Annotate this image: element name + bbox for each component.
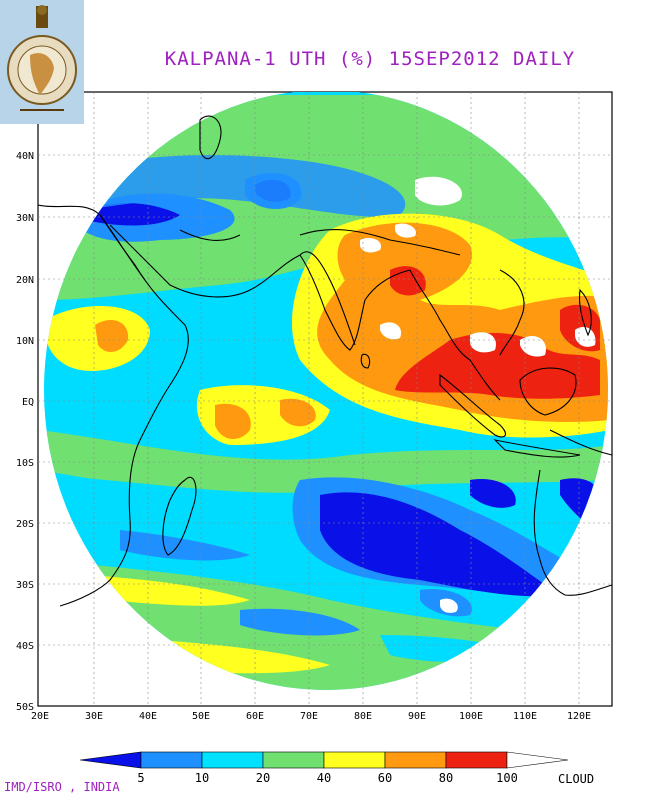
legend-tick-label: 100 — [496, 771, 518, 785]
lon-label: 30E — [85, 711, 103, 722]
lon-label: 100E — [459, 711, 483, 722]
lon-label: 70E — [300, 711, 318, 722]
legend-ticks: 5 10 20 40 60 80 100 — [137, 771, 517, 785]
lat-label: 20N — [16, 275, 34, 286]
imd-emblem-logo — [0, 0, 84, 124]
legend-swatch — [201, 751, 264, 769]
lat-label: 40N — [16, 151, 34, 162]
legend-swatch — [323, 751, 386, 769]
lat-label: 30S — [16, 580, 34, 591]
legend-tick-label: 40 — [317, 771, 331, 785]
color-legend — [79, 751, 569, 769]
lat-lon-grid — [38, 92, 612, 706]
lat-label: 10N — [16, 336, 34, 347]
lat-label: EQ — [22, 397, 34, 408]
lon-label: 110E — [513, 711, 537, 722]
lat-label: 50S — [16, 702, 34, 713]
lon-label: 80E — [354, 711, 372, 722]
legend-tick-label: 20 — [256, 771, 270, 785]
legend-arrow-low — [79, 751, 142, 769]
legend-cloud-label: CLOUD — [558, 772, 595, 786]
lat-label: 40S — [16, 641, 34, 652]
lon-label: 40E — [139, 711, 157, 722]
humidity-field — [44, 92, 608, 690]
coastlines — [37, 115, 613, 607]
lon-label: 60E — [246, 711, 264, 722]
lat-label: 10S — [16, 458, 34, 469]
lon-label: 90E — [408, 711, 426, 722]
lat-labels: 40N 30N 20N 10N EQ 10S 20S 30S 40S 50S — [16, 151, 34, 713]
legend-swatch — [140, 751, 203, 769]
legend-arrow-cloud — [506, 751, 569, 769]
legend-swatch — [262, 751, 325, 769]
lat-label: 30N — [16, 213, 34, 224]
lon-label: 50E — [192, 711, 210, 722]
legend-tick-label: 60 — [378, 771, 392, 785]
lon-labels: 20E 30E 40E 50E 60E 70E 80E 90E 100E 110… — [31, 711, 591, 722]
legend-tick-label: 5 — [137, 771, 144, 785]
page-title: KALPANA-1 UTH (%) 15SEP2012 DAILY — [164, 48, 576, 70]
lon-label: 120E — [567, 711, 591, 722]
legend-tick-label: 80 — [439, 771, 453, 785]
legend-swatch — [384, 751, 447, 769]
legend-swatch — [445, 751, 508, 769]
lon-label: 20E — [31, 711, 49, 722]
footer-credit: IMD/ISRO , INDIA — [4, 780, 120, 794]
legend-tick-label: 10 — [195, 771, 209, 785]
lat-label: 20S — [16, 519, 34, 530]
